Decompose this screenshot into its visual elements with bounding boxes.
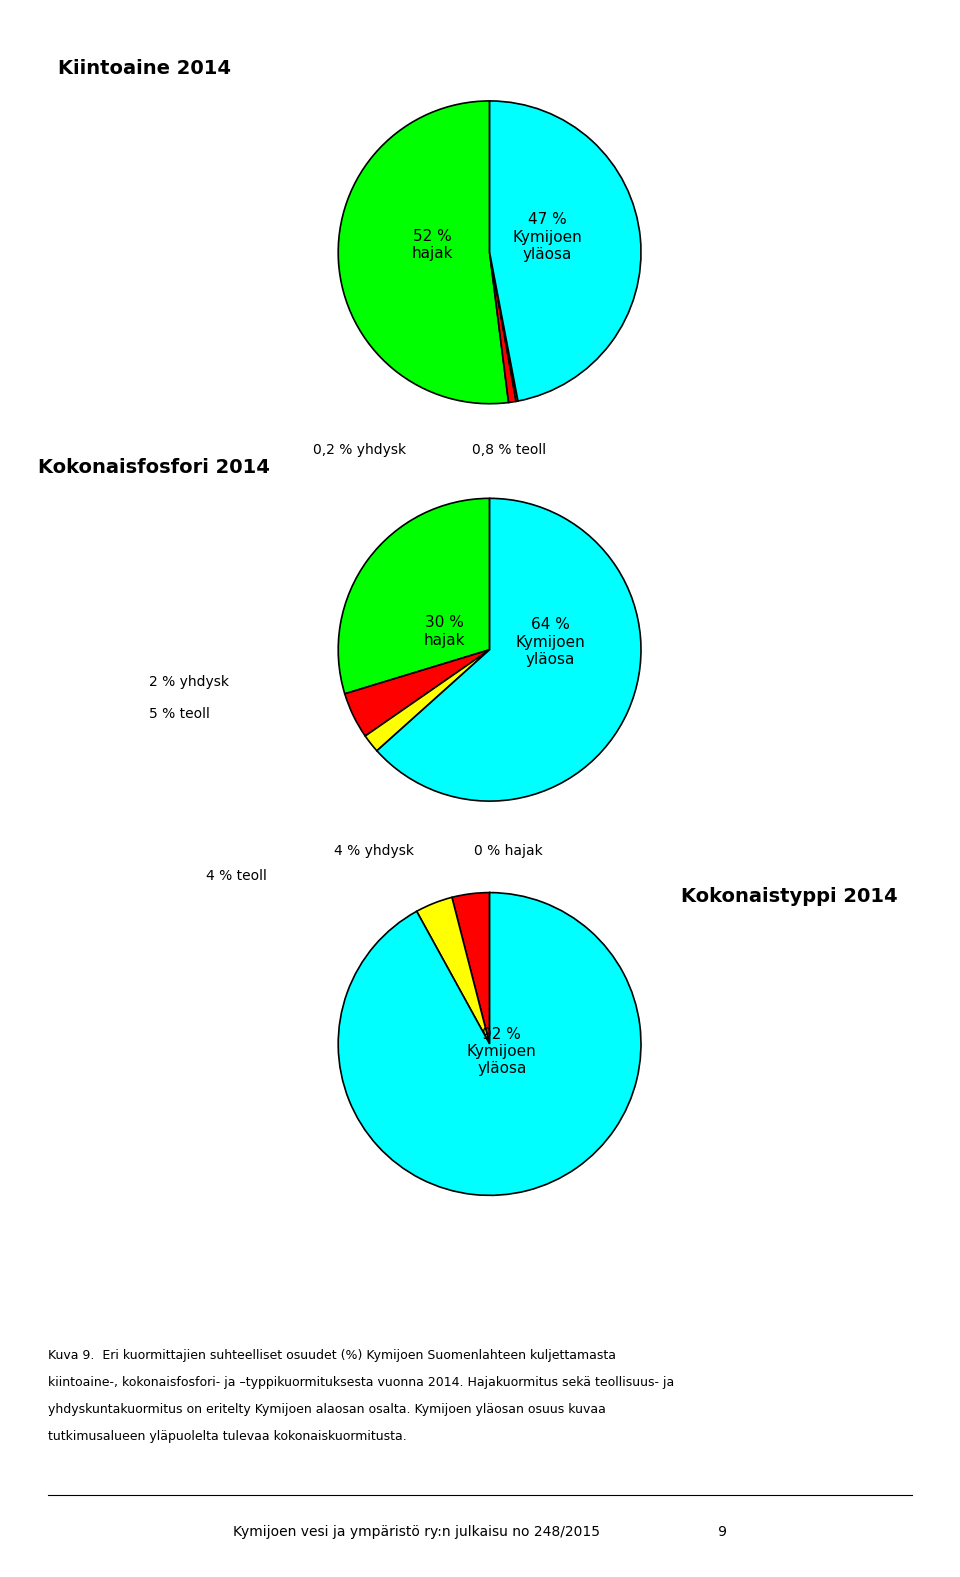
Text: Kokonaistyppi 2014: Kokonaistyppi 2014 [681, 886, 898, 907]
Text: Kiintoaine 2014: Kiintoaine 2014 [58, 58, 230, 79]
Text: 0 % hajak: 0 % hajak [474, 844, 543, 858]
Wedge shape [338, 893, 641, 1195]
Text: kiintoaine-, kokonaisfosfori- ja –typpikuormituksesta vuonna 2014. Hajakuormitus: kiintoaine-, kokonaisfosfori- ja –typpik… [48, 1377, 674, 1389]
Text: 52 %
hajak: 52 % hajak [411, 229, 453, 260]
Text: Kymijoen vesi ja ympäristö ry:n julkaisu no 248/2015                           9: Kymijoen vesi ja ympäristö ry:n julkaisu… [233, 1525, 727, 1539]
Wedge shape [490, 252, 516, 402]
Wedge shape [490, 101, 641, 401]
Text: tutkimusalueen yläpuolelta tulevaa kokonaiskuormitusta.: tutkimusalueen yläpuolelta tulevaa kokon… [48, 1430, 407, 1443]
Wedge shape [452, 893, 490, 1044]
Text: 30 %
hajak: 30 % hajak [423, 615, 465, 648]
Wedge shape [377, 498, 641, 801]
Text: 2 % yhdysk: 2 % yhdysk [149, 675, 228, 689]
Text: yhdyskuntakuormitus on eritelty Kymijoen alaosan osalta. Kymijoen yläosan osuus : yhdyskuntakuormitus on eritelty Kymijoen… [48, 1404, 606, 1416]
Text: 92 %
Kymijoen
yläosa: 92 % Kymijoen yläosa [467, 1027, 537, 1077]
Wedge shape [490, 252, 518, 402]
Text: 5 % teoll: 5 % teoll [149, 706, 209, 721]
Text: Kuva 9.  Eri kuormittajien suhteelliset osuudet (%) Kymijoen Suomenlahteen kulje: Kuva 9. Eri kuormittajien suhteelliset o… [48, 1350, 616, 1363]
Wedge shape [345, 650, 490, 736]
Text: 0,8 % teoll: 0,8 % teoll [471, 443, 546, 457]
Text: 0,2 % yhdysk: 0,2 % yhdysk [313, 443, 407, 457]
Wedge shape [338, 498, 490, 694]
Text: 4 % yhdysk: 4 % yhdysk [334, 844, 415, 858]
Text: Kokonaisfosfori 2014: Kokonaisfosfori 2014 [38, 457, 271, 478]
Text: 64 %
Kymijoen
yläosa: 64 % Kymijoen yläosa [516, 617, 585, 667]
Text: 47 %
Kymijoen
yläosa: 47 % Kymijoen yläosa [513, 213, 582, 262]
Wedge shape [365, 650, 490, 751]
Wedge shape [417, 897, 490, 1044]
Wedge shape [338, 101, 509, 404]
Text: 4 % teoll: 4 % teoll [206, 869, 267, 883]
